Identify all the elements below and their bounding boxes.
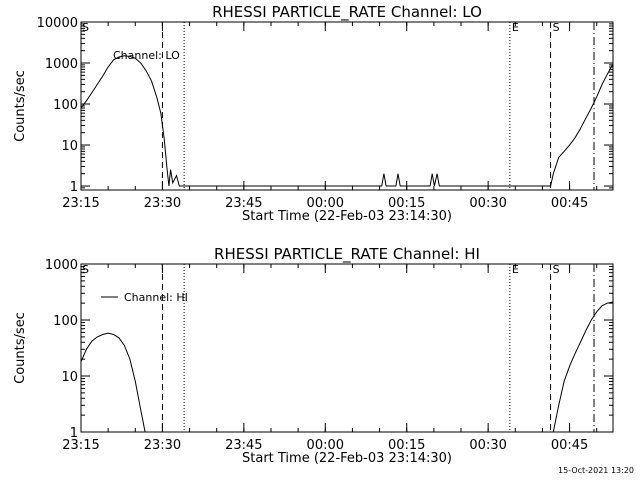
- panel-2-marker-label: S: [553, 263, 560, 276]
- panel-2-x-tick-label: 23:30: [144, 438, 181, 453]
- panel-1-marker-label: S: [553, 21, 560, 34]
- panel-1-y-axis-label: Counts/sec: [13, 70, 28, 142]
- panel-1-y-tick-label: 1000: [45, 57, 78, 72]
- panel-2-y-axis-label: Counts/sec: [13, 312, 28, 384]
- panel-1-x-tick-label: 00:15: [388, 196, 425, 211]
- panel-2-corner-mark: S: [82, 263, 89, 276]
- panel-1-plot-frame: [80, 21, 614, 191]
- panel-2-x-tick-label: 00:30: [469, 438, 506, 453]
- panel-1-x-tick-label: 00:30: [469, 196, 506, 211]
- panel-2-x-tick-label: 00:45: [551, 438, 588, 453]
- panel-2-y-tick-label: 1000: [45, 258, 78, 273]
- panel-2-x-tick-label: 00:00: [307, 438, 344, 453]
- panel-2-y-tick-label: 10: [61, 370, 78, 385]
- panel-1-series-line-1: [80, 55, 614, 187]
- panel-1-x-axis-label: Start Time (22-Feb-03 23:14:30): [242, 209, 452, 224]
- panel-1-y-tick-label: 100: [53, 98, 78, 113]
- panel-1-x-tick-label: 23:30: [144, 196, 181, 211]
- panel-1-x-tick-label: 23:15: [62, 196, 99, 211]
- panel-2-x-tick-label: 23:45: [225, 438, 262, 453]
- panel-1-y-tick-label: 10000: [37, 16, 78, 31]
- panel-2-x-tick-label: 00:15: [388, 438, 425, 453]
- panel-2-x-tick-label: 23:15: [62, 438, 99, 453]
- panel-2-marker-label: E: [512, 263, 519, 276]
- panel-2-y-tick-label: 100: [53, 314, 78, 329]
- panel-1-corner-mark: S: [82, 21, 89, 34]
- panel-2-chart-title: RHESSI PARTICLE_RATE Channel: HI: [214, 245, 480, 264]
- panel-2-legend-label: Channel: HI: [124, 291, 188, 304]
- panel-2-series-line-1: [80, 332, 146, 433]
- panel-1-legend-label: Channel: LO: [113, 49, 180, 62]
- panel-2-plot-frame: [80, 263, 614, 433]
- panel-2-x-axis-label: Start Time (22-Feb-03 23:14:30): [242, 451, 452, 466]
- panel-1-marker-label: E: [512, 21, 519, 34]
- panel-1-y-tick-label: 1: [70, 180, 78, 195]
- panel-2-y-tick-label: 1: [70, 426, 78, 441]
- panel-1-x-tick-label: 00:00: [307, 196, 344, 211]
- panel-1-chart-title: RHESSI PARTICLE_RATE Channel: LO: [212, 3, 482, 22]
- panel-2-series-line-2: [552, 301, 614, 433]
- panel-1-y-tick-label: 10: [61, 139, 78, 154]
- panel-1-x-tick-label: 23:45: [225, 196, 262, 211]
- panel-1-x-tick-label: 00:45: [551, 196, 588, 211]
- timestamp: 15-Oct-2021 13:20: [558, 466, 634, 475]
